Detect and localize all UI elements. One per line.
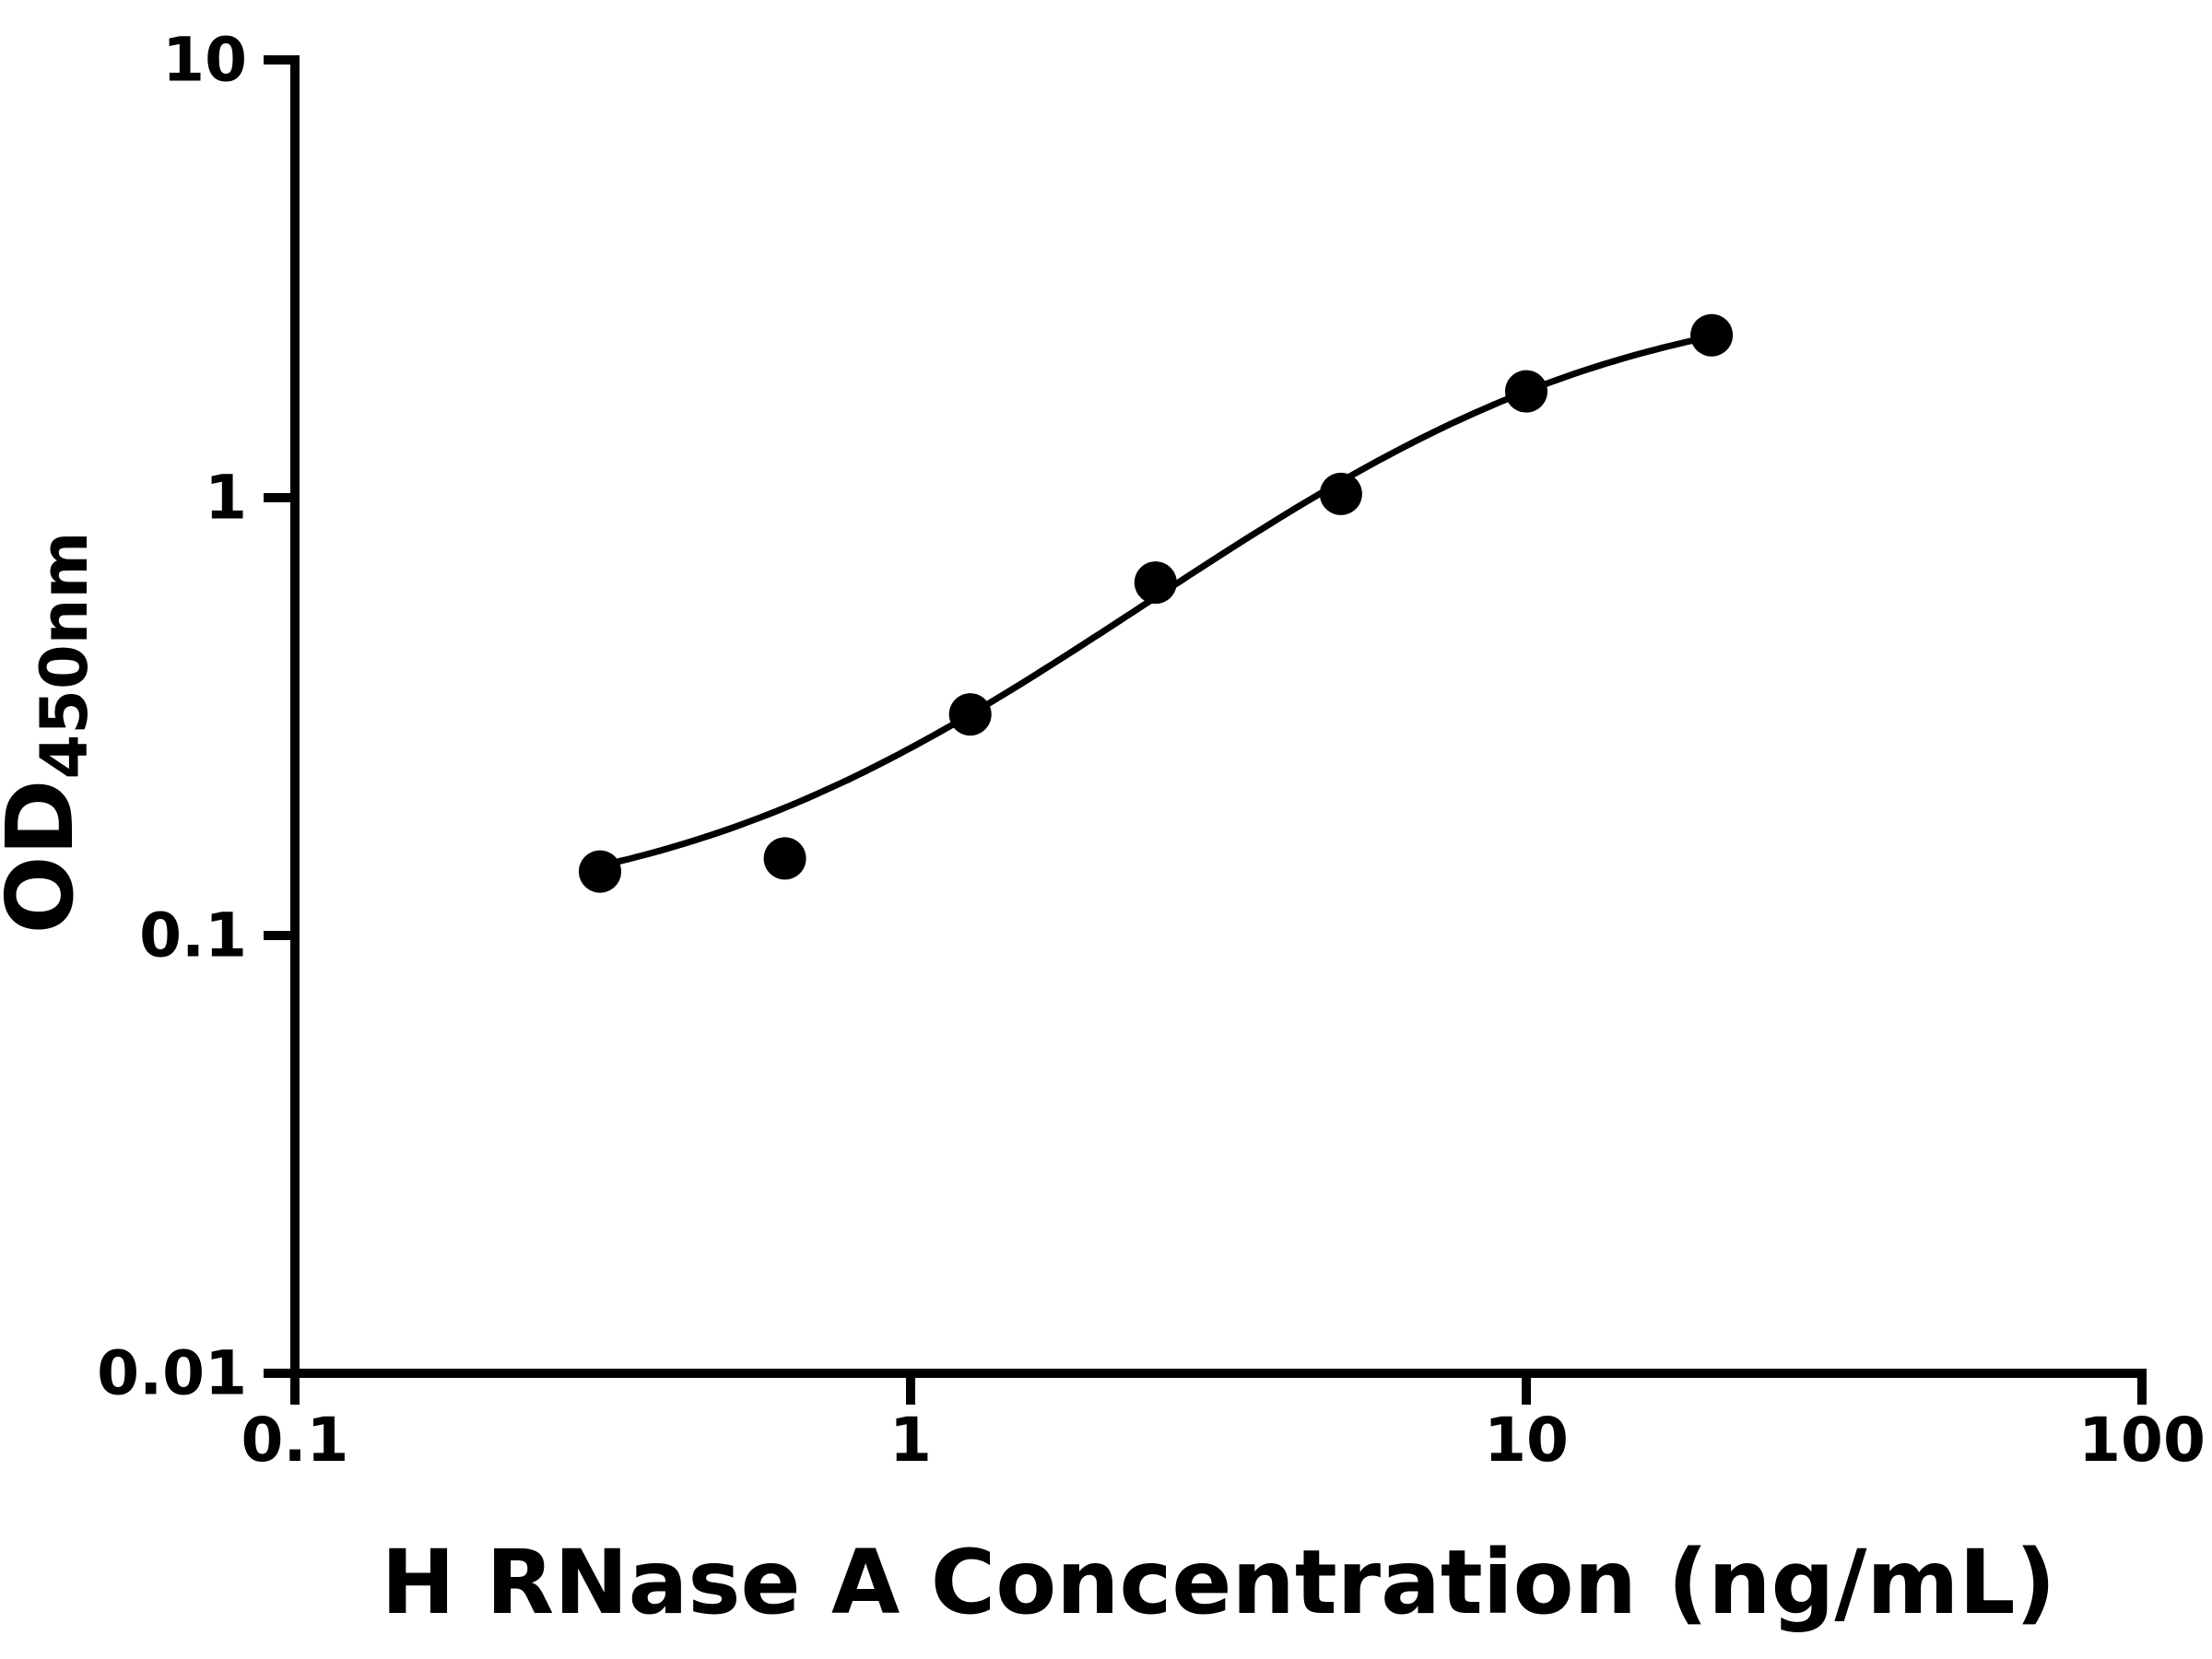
y-axis-title: OD450nm: [0, 532, 102, 935]
data-point: [763, 837, 806, 880]
x-tick-label: 1: [889, 1405, 932, 1476]
data-point: [1505, 370, 1547, 413]
y-axis-title-main: OD: [0, 779, 94, 934]
data-point: [948, 693, 992, 736]
y-tick-label: 0.01: [97, 1338, 247, 1409]
data-point: [1319, 472, 1362, 515]
x-tick-label: 100: [2078, 1405, 2206, 1476]
data-point: [1690, 313, 1734, 357]
x-tick-label: 0.1: [241, 1405, 349, 1476]
y-tick-label: 10: [162, 25, 247, 96]
x-tick-label: 10: [1484, 1405, 1569, 1476]
data-point: [579, 850, 621, 893]
y-tick-label: 0.1: [139, 900, 247, 971]
y-axis-title-sub: 450nm: [27, 532, 102, 780]
y-tick-label: 1: [205, 463, 247, 534]
x-axis-title: H RNase A Concentration (ng/mL): [382, 1531, 2056, 1634]
data-point: [1134, 561, 1177, 605]
